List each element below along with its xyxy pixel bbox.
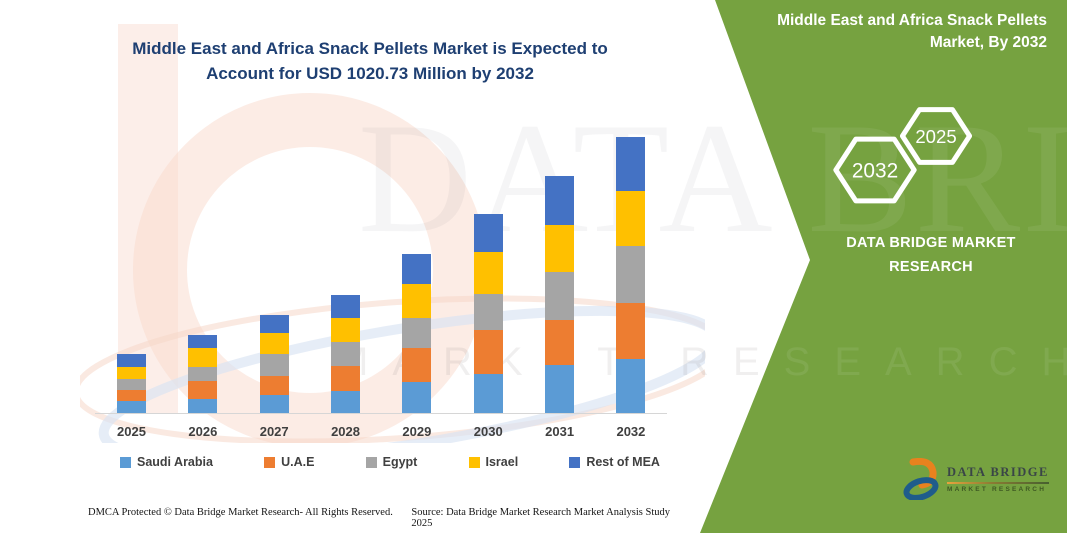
legend-swatch-icon	[468, 456, 480, 468]
legend-item-egypt: Egypt	[365, 455, 418, 469]
legend-swatch-icon	[264, 456, 276, 468]
bar-segment-2026-rest-of-mea	[188, 335, 218, 349]
x-axis-label-2032: 2032	[616, 424, 646, 439]
bar-2030	[473, 214, 503, 413]
dbmr-logo-rule	[947, 482, 1049, 484]
bar-segment-2025-egypt	[117, 378, 146, 390]
dmca-notice: DMCA Protected © Data Bridge Market Rese…	[88, 507, 393, 518]
side-panel-heading: Middle East and Africa Snack Pellets Mar…	[777, 12, 1047, 51]
chart-title-line1: Middle East and Africa Snack Pellets Mar…	[132, 39, 608, 58]
bar-segment-2032-rest-of-mea	[616, 137, 646, 192]
bar-segment-2029-u-a-e	[402, 348, 432, 383]
bar-segment-2031-rest-of-mea	[545, 176, 575, 225]
bar-segment-2027-egypt	[259, 354, 289, 376]
badge-2025-label: 2025	[915, 126, 956, 147]
legend-swatch-icon	[365, 456, 377, 468]
legend-item-saudi-arabia: Saudi Arabia	[120, 455, 213, 469]
bar-segment-2030-israel	[473, 252, 503, 295]
dbmr-logo-name: DATA BRIDGE	[947, 465, 1049, 479]
bar-segment-2027-saudi-arabia	[259, 395, 289, 413]
bar-segment-2027-rest-of-mea	[259, 315, 289, 333]
bar-segment-2029-saudi-arabia	[402, 382, 432, 413]
bar-segment-2028-israel	[331, 318, 361, 343]
legend-swatch-icon	[569, 456, 581, 468]
bar-segment-2025-rest-of-mea	[117, 353, 146, 367]
bar-segment-2026-saudi-arabia	[188, 399, 218, 413]
chart-legend: Saudi Arabia U.A.E Egypt Israel Rest of MEA	[120, 455, 660, 469]
legend-label: Saudi Arabia	[137, 455, 213, 469]
bar-segment-2026-israel	[188, 348, 218, 368]
legend-label: Rest of MEA	[586, 455, 660, 469]
bar-2027	[259, 315, 289, 413]
x-axis-label-2030: 2030	[473, 424, 503, 439]
bar-segment-2030-rest-of-mea	[473, 214, 503, 253]
watermark-b-logo	[80, 24, 705, 443]
bar-2029	[402, 254, 432, 413]
x-axis-label-2029: 2029	[402, 424, 432, 439]
bar-segment-2028-egypt	[331, 342, 361, 366]
legend-item-israel: Israel	[468, 455, 519, 469]
bar-segment-2028-u-a-e	[331, 365, 361, 391]
chart-title: Middle East and Africa Snack Pellets Mar…	[90, 36, 650, 86]
bar-segment-2028-rest-of-mea	[331, 295, 361, 319]
bar-segment-2025-saudi-arabia	[117, 401, 146, 413]
source-note: Source: Data Bridge Market Research Mark…	[411, 507, 671, 529]
bar-segment-2032-israel	[616, 191, 646, 247]
hexagon-badge-2025: 2025	[900, 107, 972, 165]
brand-name-text: DATA BRIDGE MARKET RESEARCH	[846, 235, 1016, 275]
x-axis-label-2028: 2028	[331, 424, 360, 439]
bar-2025	[117, 353, 146, 413]
badge-2032-label: 2032	[852, 160, 898, 183]
x-axis: 2025 2026 2027 2028 2029 2030 2031 2032	[95, 424, 667, 444]
bar-segment-2032-egypt	[616, 246, 646, 304]
bar-segment-2027-u-a-e	[259, 375, 289, 395]
legend-swatch-icon	[120, 456, 131, 468]
bar-2031	[545, 176, 575, 413]
bar-segment-2031-israel	[545, 224, 575, 272]
legend-label: Egypt	[382, 455, 418, 469]
bar-segment-2030-saudi-arabia	[473, 374, 503, 413]
dbmr-b-icon	[903, 458, 939, 500]
dbmr-logo-tagline: MARKET RESEARCH	[947, 486, 1047, 493]
bar-segment-2026-u-a-e	[188, 380, 218, 399]
x-axis-label-2026: 2026	[188, 424, 218, 439]
legend-item-u-a-e: U.A.E	[264, 455, 314, 469]
bar-2032	[616, 137, 646, 413]
bar-segment-2025-u-a-e	[117, 389, 146, 402]
bar-2028	[331, 295, 361, 413]
bar-segment-2032-saudi-arabia	[616, 358, 646, 413]
bar-segment-2029-israel	[402, 284, 432, 318]
chart-title-line2: Account for USD 1020.73 Million by 2032	[206, 64, 534, 83]
bar-segment-2028-saudi-arabia	[331, 390, 361, 413]
x-axis-label-2031: 2031	[545, 424, 575, 439]
bar-segment-2031-saudi-arabia	[545, 365, 575, 413]
x-axis-label-2027: 2027	[259, 424, 289, 439]
bar-segment-2029-rest-of-mea	[402, 254, 432, 285]
hexagon-badge-2032: 2032	[833, 136, 917, 204]
x-axis-label-2025: 2025	[117, 424, 146, 439]
bar-segment-2027-israel	[259, 333, 289, 354]
footer: DMCA Protected © Data Bridge Market Rese…	[88, 507, 688, 529]
bar-segment-2025-israel	[117, 366, 146, 379]
dbmr-logo: DATA BRIDGE MARKET RESEARCH	[903, 458, 1049, 500]
bar-segment-2032-u-a-e	[616, 303, 646, 359]
bar-segment-2030-egypt	[473, 294, 503, 330]
bar-segment-2029-egypt	[402, 318, 432, 348]
bar-segment-2026-egypt	[188, 367, 218, 381]
legend-item-rest-of-mea: Rest of MEA	[569, 455, 660, 469]
dbmr-logo-text: DATA BRIDGE MARKET RESEARCH	[947, 465, 1049, 493]
bar-segment-2031-u-a-e	[545, 319, 575, 366]
plot-area	[95, 135, 667, 414]
legend-label: U.A.E	[281, 455, 315, 469]
bar-segment-2030-u-a-e	[473, 329, 503, 375]
bar-segment-2031-egypt	[545, 271, 575, 320]
legend-label: Israel	[485, 455, 519, 469]
bar-2026	[188, 335, 218, 413]
